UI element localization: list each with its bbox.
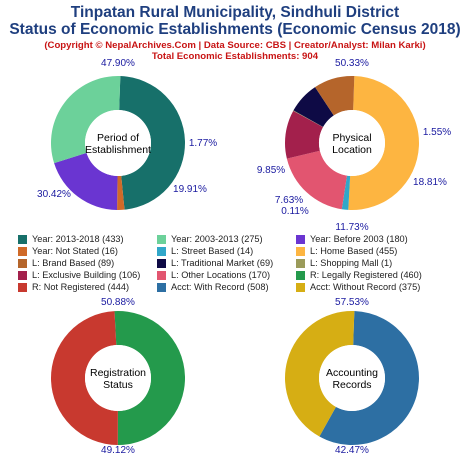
slice-acct-with-record bbox=[319, 311, 419, 445]
pct-label-l-home-based: 50.33% bbox=[335, 58, 369, 69]
slice-l-exclusive-building bbox=[285, 110, 324, 159]
legend-swatch bbox=[157, 246, 166, 256]
legend-label: Acct: Without Record (375) bbox=[310, 281, 421, 292]
pct-label-r-legally-registered: 50.88% bbox=[101, 297, 135, 308]
legend-label: L: Home Based (455) bbox=[310, 245, 398, 256]
pct-label-year-before-2003: 19.91% bbox=[173, 184, 207, 195]
pct-label-l-other-locations: 18.81% bbox=[413, 177, 447, 188]
slice-l-brand-based bbox=[315, 76, 355, 116]
legend-label: R: Not Registered (444) bbox=[32, 281, 130, 292]
legend-label: Year: Before 2003 (180) bbox=[310, 234, 408, 244]
chart-title: Tinpatan Rural Municipality, Sindhuli Di… bbox=[70, 4, 400, 21]
slice-r-not-registered bbox=[50, 311, 118, 445]
legend-label: L: Exclusive Building (106) bbox=[32, 269, 141, 280]
center-label: Physical bbox=[332, 132, 371, 144]
legend-label: L: Brand Based (89) bbox=[32, 257, 115, 268]
center-label: Accounting bbox=[326, 367, 378, 379]
legend-label: L: Shopping Mall (1) bbox=[310, 257, 393, 268]
pct-label-l-shopping-mall: 0.11% bbox=[281, 206, 309, 217]
pct-label-r-not-registered: 49.12% bbox=[101, 445, 135, 456]
pct-label-l-exclusive-building: 11.73% bbox=[335, 222, 368, 233]
legend-swatch bbox=[18, 282, 27, 292]
legend-label: R: Legally Registered (460) bbox=[310, 269, 422, 280]
slice-l-traditional-market bbox=[293, 87, 334, 127]
chart-subtitle: (Copyright © NepalArchives.Com | Data So… bbox=[44, 40, 426, 51]
slice-l-street-based bbox=[341, 175, 351, 210]
center-label: Status bbox=[103, 379, 133, 391]
slice-l-home-based bbox=[348, 76, 420, 211]
slice-l-other-locations bbox=[286, 150, 347, 210]
pct-label-acct-with-record: 57.53% bbox=[335, 297, 369, 308]
legend-label: L: Traditional Market (69) bbox=[171, 257, 274, 268]
legend-label: L: Street Based (14) bbox=[171, 245, 254, 256]
legend-swatch bbox=[157, 235, 166, 244]
slice-year-not-stated bbox=[117, 175, 125, 211]
total-establishments: Total Economic Establishments: 904 bbox=[151, 51, 319, 62]
pct-label-l-brand-based: 9.85% bbox=[257, 165, 285, 176]
chart-title-line-2: Status of Economic Establishments (Econo… bbox=[9, 21, 461, 38]
legend-swatch bbox=[296, 235, 305, 244]
donut-hole bbox=[319, 110, 385, 176]
legend-swatch bbox=[157, 282, 166, 292]
legend-swatch bbox=[296, 246, 305, 256]
legend-swatch bbox=[18, 246, 27, 256]
legend-label: Acct: With Record (508) bbox=[171, 281, 269, 292]
slice-acct-without-record bbox=[284, 310, 355, 437]
slice-year-2003-2013 bbox=[50, 76, 121, 164]
pct-label-l-street-based: 1.55% bbox=[423, 127, 451, 138]
slice-year-before-2003 bbox=[54, 152, 118, 210]
pct-label-year-2013-2018: 47.90% bbox=[101, 58, 135, 69]
center-label: Location bbox=[332, 144, 372, 156]
slice-l-shopping-mall bbox=[293, 110, 324, 128]
slice-year-2013-2018 bbox=[119, 76, 186, 210]
pct-label-year-not-stated: 1.77% bbox=[189, 138, 217, 149]
legend-swatch bbox=[296, 258, 305, 268]
legend-label: Year: Not Stated (16) bbox=[32, 245, 118, 256]
pct-label-acct-without-record: 42.47% bbox=[335, 445, 369, 456]
legend-label: Year: 2013-2018 (433) bbox=[32, 234, 124, 244]
pct-label-l-traditional-market: 7.63% bbox=[275, 195, 303, 206]
legend-swatch bbox=[296, 270, 305, 280]
donut-hole bbox=[85, 110, 151, 176]
center-label: Records bbox=[332, 379, 371, 391]
legend-swatch bbox=[18, 258, 27, 268]
legend-swatch bbox=[157, 258, 166, 268]
legend-swatch bbox=[18, 270, 27, 280]
legend-swatch bbox=[157, 270, 166, 280]
center-label: Establishment bbox=[85, 144, 151, 156]
legend-swatch bbox=[18, 235, 27, 244]
legend-label: L: Other Locations (170) bbox=[171, 269, 271, 280]
legend-label: Year: 2003-2013 (275) bbox=[171, 234, 263, 244]
donut-hole bbox=[85, 345, 151, 411]
center-label: Period of bbox=[97, 132, 139, 144]
legend-swatch bbox=[296, 282, 305, 292]
slice-r-legally-registered bbox=[114, 311, 185, 445]
donut-hole bbox=[319, 345, 385, 411]
center-label: Registration bbox=[90, 367, 146, 379]
pct-label-year-2003-2013: 30.42% bbox=[37, 189, 71, 200]
